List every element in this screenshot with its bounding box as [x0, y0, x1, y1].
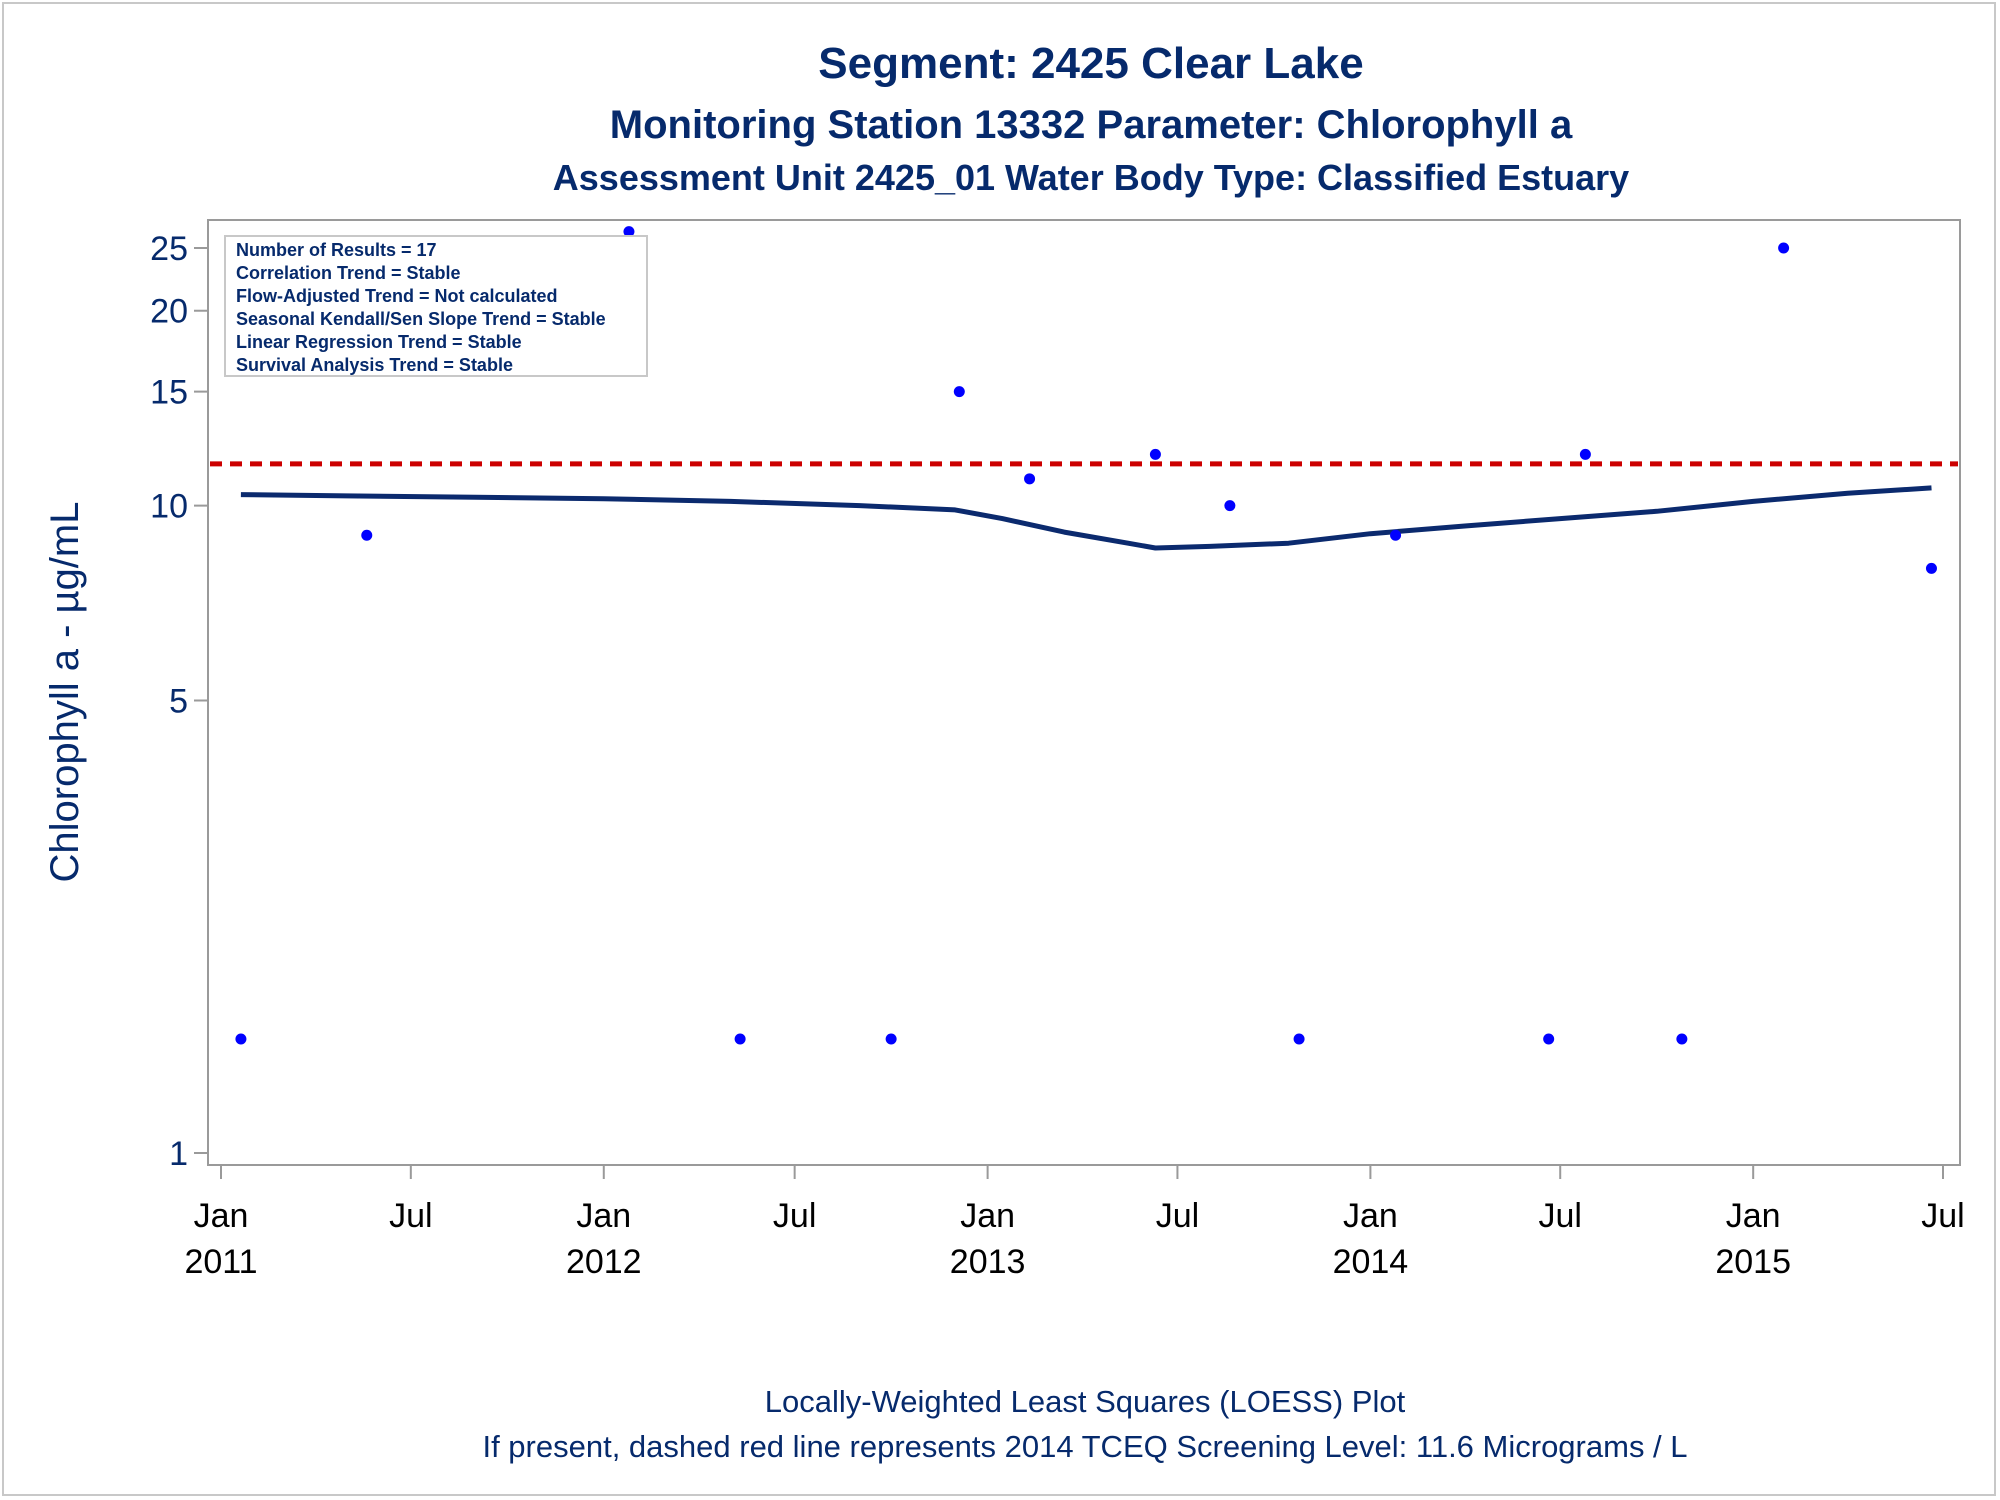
data-point	[1224, 500, 1236, 512]
loess-curve	[240, 485, 1932, 551]
x-tick-label-month: Jul	[1921, 1197, 1964, 1235]
x-tick-label-month: Jul	[1156, 1197, 1199, 1235]
x-tick-label-month: Jan	[1726, 1197, 1781, 1235]
x-tick-label-month: Jul	[773, 1197, 816, 1235]
footnote-screening: If present, dashed red line represents 2…	[482, 1429, 1687, 1464]
loess-curve-group	[240, 485, 1932, 551]
x-tick-label-year: 2013	[950, 1243, 1026, 1281]
x-axis: Jan 2011 Jul Jan 2012 Jul Jan 2013 Jul Jan 2014 Jul…	[184, 1165, 1965, 1281]
data-point	[1778, 242, 1790, 254]
data-point	[1543, 1033, 1555, 1045]
data-point	[361, 529, 373, 541]
data-point	[734, 1033, 746, 1045]
stats-box	[224, 235, 648, 377]
footnote-loess: Locally-Weighted Least Squares (LOESS) P…	[765, 1384, 1406, 1419]
y-tick-label: 15	[150, 374, 188, 412]
data-point	[623, 226, 635, 238]
x-tick-label-month: Jul	[389, 1197, 432, 1235]
y-tick-label: 10	[150, 488, 188, 526]
x-tick-label-month: Jan	[576, 1197, 631, 1235]
data-point	[885, 1033, 897, 1045]
x-tick-label-month: Jul	[1538, 1197, 1581, 1235]
y-tick-label: 20	[150, 293, 188, 331]
stats-line: Correlation Trend = Stable	[236, 263, 461, 283]
data-point	[1293, 1033, 1305, 1045]
chart-subtitle-station: Monitoring Station 13332 Parameter: Chlo…	[610, 103, 1573, 147]
stats-line: Seasonal Kendall/Sen Slope Trend = Stabl…	[236, 309, 606, 329]
x-tick-label-month: Jan	[194, 1197, 249, 1235]
y-tick-label: 25	[150, 230, 188, 268]
data-point	[1024, 473, 1036, 485]
data-point	[1676, 1033, 1688, 1045]
stats-line: Number of Results = 17	[236, 240, 437, 260]
stats-lines: Number of Results = 17 Correlation Trend …	[236, 240, 606, 375]
x-tick-label-month: Jan	[1343, 1197, 1398, 1235]
plot-area	[207, 219, 1961, 1166]
stats-line: Survival Analysis Trend = Stable	[236, 355, 513, 375]
chart-subtitle-assessment: Assessment Unit 2425_01 Water Body Type:…	[553, 157, 1629, 198]
data-point	[235, 1033, 247, 1045]
y-axis-label: Chlorophyll a - µg/mL	[43, 502, 87, 883]
stats-line: Flow-Adjusted Trend = Not calculated	[236, 286, 558, 306]
x-tick-label-year: 2014	[1333, 1243, 1409, 1281]
data-point	[1390, 529, 1402, 541]
data-point	[1149, 448, 1161, 460]
data-point	[1925, 562, 1937, 574]
stats-line: Linear Regression Trend = Stable	[236, 332, 522, 352]
x-tick-label-year: 2011	[184, 1243, 257, 1281]
y-tick-label: 5	[169, 683, 188, 721]
data-point	[953, 386, 965, 398]
x-tick-label-year: 2015	[1715, 1243, 1791, 1281]
chart-title: Segment: 2425 Clear Lake	[818, 39, 1363, 88]
x-tick-label-year: 2012	[566, 1243, 642, 1281]
data-point	[1579, 448, 1591, 460]
x-tick-label-month: Jan	[960, 1197, 1015, 1235]
y-tick-label: 1	[169, 1135, 188, 1173]
